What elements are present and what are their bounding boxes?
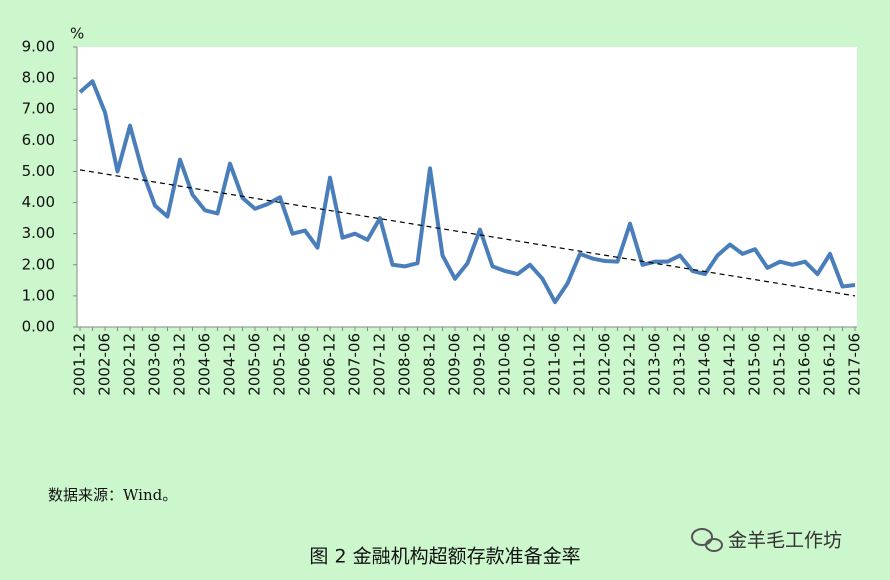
figure-caption: 图 2 金融机构超额存款准备金率 — [309, 546, 580, 568]
x-tick-label: 2014-12 — [721, 333, 739, 396]
x-tick-label: 2006-06 — [296, 333, 314, 396]
x-tick-label: 2015-06 — [746, 333, 764, 396]
plot-area — [77, 47, 857, 327]
x-tick-label: 2008-06 — [396, 333, 414, 396]
x-tick-label: 2004-12 — [221, 333, 239, 396]
x-tick-label: 2002-06 — [96, 333, 114, 396]
x-tick-label: 2012-06 — [596, 333, 614, 396]
source-note: 数据来源：Wind。 — [48, 486, 177, 504]
y-tick-label: 4.00 — [22, 193, 55, 211]
x-tick-label: 2013-06 — [646, 333, 664, 396]
x-tick-label: 2003-12 — [171, 333, 189, 396]
watermark-icon — [691, 528, 723, 552]
x-tick-label: 2010-12 — [521, 333, 539, 396]
x-tick-label: 2004-06 — [196, 333, 214, 396]
y-tick-label: 9.00 — [22, 38, 55, 56]
x-tick-label: 2013-12 — [671, 333, 689, 396]
x-tick-label: 2001-12 — [71, 333, 89, 396]
y-tick-label: 1.00 — [22, 286, 55, 304]
y-tick-label: 3.00 — [22, 224, 55, 242]
y-tick-label: 2.00 — [22, 255, 55, 273]
y-unit: % — [70, 25, 84, 43]
y-tick-label: 0.00 — [22, 318, 55, 336]
x-tick-label: 2009-12 — [471, 333, 489, 396]
x-tick-label: 2014-06 — [696, 333, 714, 396]
y-tick-label: 8.00 — [22, 69, 55, 87]
x-tick-label: 2008-12 — [421, 333, 439, 396]
x-tick-label: 2006-12 — [321, 333, 339, 396]
x-tick-label: 2015-12 — [771, 333, 789, 396]
x-tick-label: 2011-12 — [571, 333, 589, 396]
y-tick-label: 7.00 — [22, 100, 55, 118]
y-tick-label: 6.00 — [22, 131, 55, 149]
x-tick-label: 2012-12 — [621, 333, 639, 396]
x-tick-label: 2007-12 — [371, 333, 389, 396]
x-tick-label: 2005-12 — [271, 333, 289, 396]
x-tick-label: 2009-06 — [446, 333, 464, 396]
x-tick-label: 2016-06 — [796, 333, 814, 396]
x-tick-label: 2010-06 — [496, 333, 514, 396]
y-tick-label: 5.00 — [22, 162, 55, 180]
data-line — [78, 79, 856, 305]
x-tick-label: 2016-12 — [821, 333, 839, 396]
trend-line — [79, 169, 856, 297]
x-tick-label: 2005-06 — [246, 333, 264, 396]
x-tick-label: 2007-06 — [346, 333, 364, 396]
x-tick-label: 2017-06 — [846, 333, 864, 396]
x-tick-label: 2011-06 — [546, 333, 564, 396]
x-tick-label: 2002-12 — [121, 333, 139, 396]
watermark: 金羊毛工作坊 — [728, 530, 842, 552]
x-tick-label: 2003-06 — [146, 333, 164, 396]
